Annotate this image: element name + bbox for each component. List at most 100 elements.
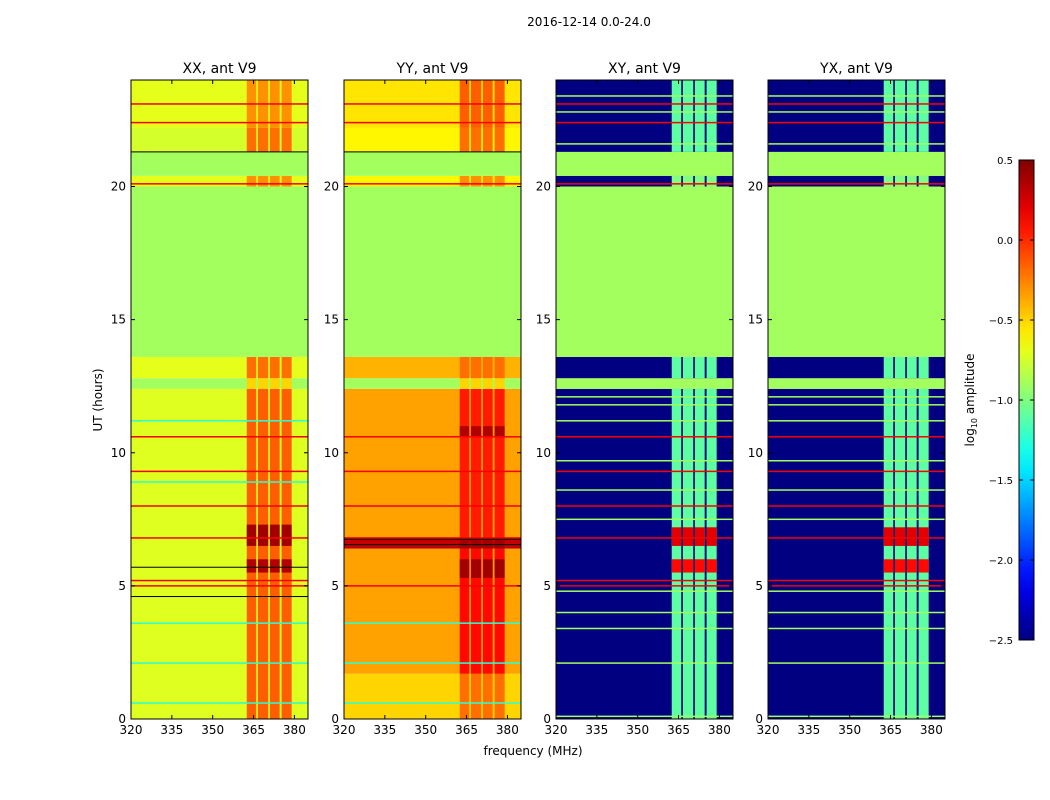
flag-line [556,611,733,614]
x-tick-label: 350 [626,723,649,737]
x-tick-label: 365 [667,723,690,737]
hot-cell [482,426,493,437]
rfi-column-cell [894,175,906,187]
hot-cell [894,527,906,546]
rfi-column-cell [281,127,292,152]
heatmap-band [556,388,733,719]
rfi-column-cell [269,356,280,379]
rfi-column-cell [894,388,906,719]
heatmap-band [344,186,521,357]
flag-line [131,420,308,422]
rfi-column-cell [671,80,682,152]
rfi-column-cell [482,388,493,538]
flag-line [768,143,945,145]
flag-line [344,662,521,664]
x-tick-label: 320 [757,723,780,737]
y-tick-label: 5 [331,579,339,593]
red-line [344,537,521,539]
panel-1: YY, ant V9 320 335 350 365 380 0 5 10 15 20 [324,61,522,737]
y-axis-label: UT (hours) [91,368,105,431]
flag-line [768,396,945,398]
hot-cell [257,559,269,573]
x-axis-label: frequency (MHz) [483,744,582,758]
rfi-column-cell [706,356,717,379]
heatmap-band [556,378,733,389]
rfi-column-cell [459,388,470,538]
x-tick-label: 320 [545,723,568,737]
rfi-column-cell [671,388,682,719]
rfi-column-cell [281,388,292,719]
rfi-column-cell [494,673,505,719]
x-tick-label: 335 [585,723,608,737]
black-line [344,538,521,540]
red-line [556,505,733,507]
heatmap-band [556,151,733,176]
flag-line [768,95,945,97]
rfi-column-cell [246,175,257,187]
y-tick-label: 15 [111,313,126,327]
hot-cell [682,527,694,546]
rfi-column-cell [482,673,493,719]
panel-title: YX, ant V9 [819,61,893,77]
red-line [768,103,945,105]
rfi-column-cell [269,388,280,719]
rfi-column-cell [494,537,505,549]
rfi-column-cell [883,356,894,379]
rfi-column-cell [470,127,482,152]
red-line [556,436,733,438]
x-tick-label: 335 [160,723,183,737]
rfi-column-cell [281,356,292,379]
rfi-column-cell [269,175,280,187]
flag-line [131,702,308,704]
red-line [131,103,308,105]
red-line [131,183,308,185]
red-line [768,121,945,124]
y-tick-label: 20 [324,180,339,194]
red-line [768,585,945,587]
panel-3: YX, ant V9 320 335 350 365 380 0 5 10 15 20 [748,61,946,737]
rfi-column-cell [918,80,929,152]
hot-cell [246,559,257,573]
hot-cell [706,527,717,546]
rfi-column-cell [494,548,505,674]
flag-line [768,627,945,630]
rfi-column-cell [682,356,694,379]
black-line [344,151,521,153]
hot-cell [671,559,682,573]
rfi-column-cell [257,356,269,379]
red-line [556,585,733,587]
red-line [556,121,733,124]
rfi-column-cell [918,175,929,187]
hot-cell [918,527,929,546]
rfi-column-cell [459,673,470,719]
flag-line [131,662,308,664]
y-tick-label: 10 [111,446,126,460]
red-line [556,103,733,105]
y-tick-label: 0 [543,712,551,726]
red-line [768,436,945,438]
rfi-column-cell [459,537,470,549]
panel-title: YY, ant V9 [396,61,469,77]
rfi-column-cell [459,175,470,187]
rfi-column-cell [257,175,269,187]
hot-cell [682,559,694,573]
flag-line [768,404,945,406]
heatmap-band [768,388,945,719]
colorbar-tick-label: −2.0 [989,556,1013,567]
x-tick-label: 350 [838,723,861,737]
heatmap-band [556,356,733,379]
flag-line [556,518,733,521]
red-line [556,183,733,185]
flag-line [556,715,733,718]
rfi-column-cell [682,388,694,719]
rfi-column-cell [482,127,493,152]
red-line [131,436,308,438]
red-line [344,505,521,507]
hot-cell [246,524,257,546]
heatmap-band [344,548,521,674]
heatmap [556,80,733,719]
red-line [344,103,521,105]
rfi-column-cell [470,378,482,389]
hot-cell [906,559,917,573]
